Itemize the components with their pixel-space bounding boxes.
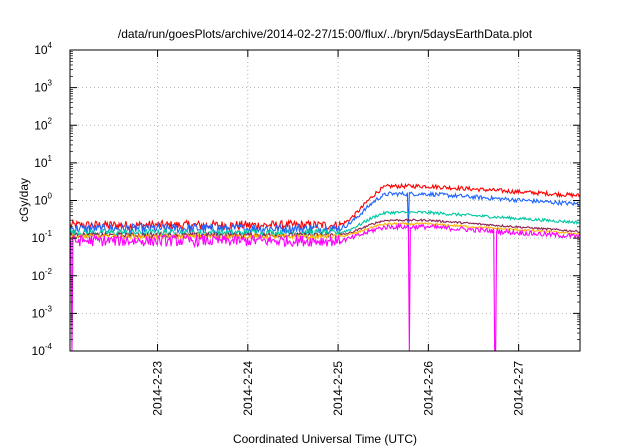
series-line-4 [69,221,581,241]
x-axis-label: Coordinated Universal Time (UTC) [233,432,417,446]
y-axis-label: cGy/day [17,178,31,222]
y-tick-label: 102 [34,116,52,132]
y-tick-label: 101 [34,154,52,170]
grid [70,50,580,351]
y-tick-label: 104 [34,41,52,57]
series-line-0 [69,182,581,233]
y-tick-label: 10-1 [32,229,53,245]
y-tick-label: 10-3 [32,304,53,320]
series-group [69,182,581,352]
series-line-5 [69,222,581,352]
x-tick-label: 2014-2-27 [512,361,526,416]
chart-title: /data/run/goesPlots/archive/2014-02-27/1… [118,27,533,41]
x-tick-label: 2014-2-24 [241,361,255,416]
x-axis: 2014-2-23 2014-2-24 2014-2-25 2014-2-26 2014… [151,50,526,416]
y-tick-label: 10-2 [32,267,53,283]
x-tick-label: 2014-2-23 [151,361,165,416]
y-tick-label: 100 [34,192,52,208]
x-tick-label: 2014-2-25 [331,361,345,416]
y-tick-label: 103 [34,79,52,95]
y-axis: 10-4 10-3 10-2 10-1 100 101 102 103 104 [32,41,580,358]
y-tick-label: 10-4 [32,342,53,358]
series-line-2 [69,210,581,238]
x-tick-label: 2014-2-26 [421,361,435,416]
